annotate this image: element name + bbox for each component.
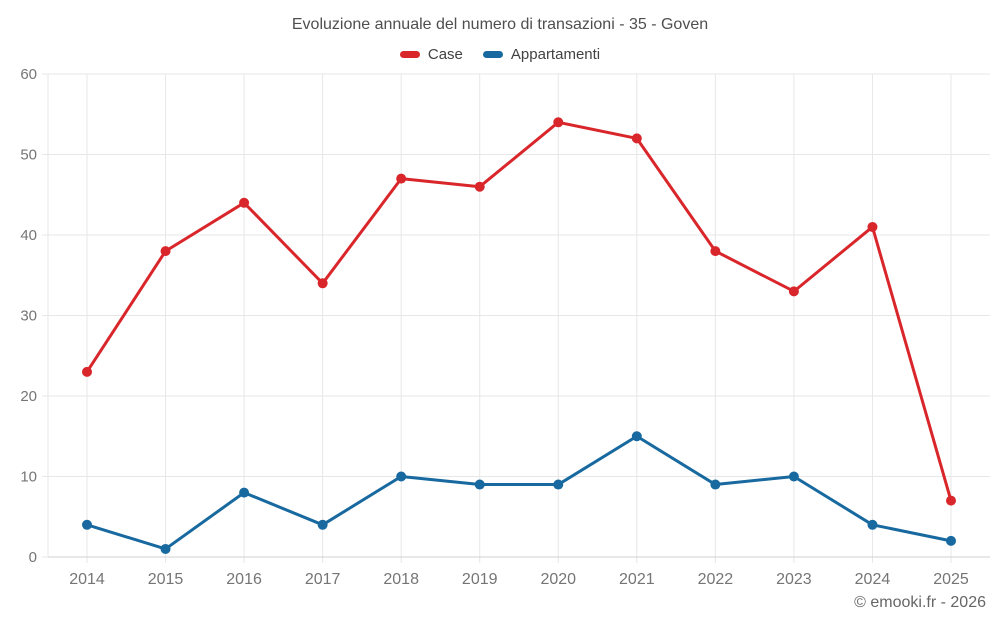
data-point-case[interactable] (788, 286, 799, 297)
legend-swatch-case-icon (399, 51, 420, 58)
data-point-appartamenti[interactable] (631, 431, 642, 442)
y-axis-label: 30 (20, 308, 37, 325)
copyright-text: © emooki.fr - 2026 (854, 594, 986, 611)
legend-label-case: Case (427, 46, 463, 63)
data-point-appartamenti[interactable] (710, 479, 721, 490)
data-point-appartamenti[interactable] (553, 479, 564, 490)
legend-label-appartamenti: Appartamenti (510, 46, 601, 63)
x-axis-label: 2017 (305, 571, 341, 588)
x-axis-label: 2016 (226, 571, 262, 588)
series-line-appartamenti (85, 434, 953, 551)
x-axis-label: 2019 (462, 571, 498, 588)
data-point-appartamenti[interactable] (474, 479, 485, 490)
data-point-case[interactable] (553, 117, 564, 128)
legend-item-case[interactable]: Case (399, 46, 463, 63)
data-point-case[interactable] (160, 246, 171, 257)
data-point-appartamenti[interactable] (946, 535, 956, 546)
chart-legend: Case Appartamenti (0, 46, 1000, 63)
data-point-case[interactable] (317, 278, 328, 289)
x-axis-label: 2021 (619, 571, 655, 588)
data-point-case[interactable] (867, 221, 878, 232)
y-axis-label: 20 (20, 388, 37, 405)
y-axis-label: 10 (20, 469, 37, 486)
legend-swatch-appartamenti-icon (482, 51, 503, 58)
data-point-case[interactable] (396, 173, 407, 184)
data-point-appartamenti[interactable] (396, 471, 407, 482)
data-point-case[interactable] (474, 181, 485, 192)
chart-title: Evoluzione annuale del numero di transaz… (291, 16, 709, 33)
x-axis-label: 2022 (698, 571, 734, 588)
legend-item-appartamenti[interactable]: Appartamenti (482, 46, 601, 63)
data-point-case[interactable] (946, 495, 956, 506)
y-axis-label: 0 (29, 549, 37, 566)
x-axis-label: 2015 (148, 571, 184, 588)
x-axis-label: 2018 (383, 571, 419, 588)
data-point-case[interactable] (239, 197, 250, 208)
y-axis-label: 40 (20, 227, 37, 244)
x-axis-label: 2014 (69, 571, 105, 588)
data-point-case[interactable] (710, 246, 721, 257)
data-point-appartamenti[interactable] (160, 543, 171, 554)
data-point-case[interactable] (82, 366, 92, 377)
data-point-case[interactable] (631, 133, 642, 144)
data-point-appartamenti[interactable] (82, 519, 92, 530)
x-axis-label: 2023 (776, 571, 812, 588)
data-point-appartamenti[interactable] (867, 519, 878, 530)
data-point-appartamenti[interactable] (239, 487, 250, 498)
x-axis-label: 2020 (540, 571, 576, 588)
y-axis-label: 60 (20, 66, 37, 83)
y-axis-label: 50 (20, 147, 37, 164)
data-point-appartamenti[interactable] (317, 519, 328, 530)
data-point-appartamenti[interactable] (788, 471, 799, 482)
x-axis-label: 2024 (855, 571, 891, 588)
x-axis-label: 2025 (933, 571, 969, 588)
series-line-case (85, 120, 953, 503)
